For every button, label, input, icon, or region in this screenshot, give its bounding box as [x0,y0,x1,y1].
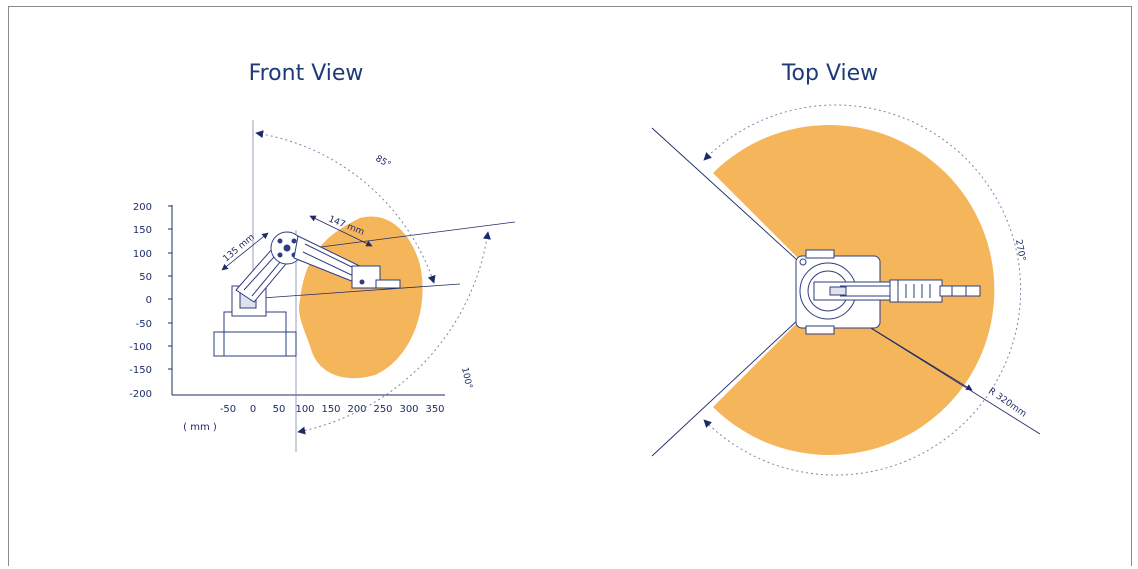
y-tick-label: 100 [133,249,152,260]
y-tick-label: -150 [129,365,152,376]
x-tick-label: 300 [399,404,418,415]
rear-arm-dimension-line [221,232,269,271]
x-tick-label: 50 [273,404,286,415]
lower-angle-label: 100° [459,367,473,390]
front-lower-angle-arc [297,231,491,435]
rear-arm-length-label: 135 mm [222,232,257,264]
robot-arm-top [795,249,981,335]
x-tick-label: 100 [295,404,314,415]
rotation-angle-label: 270° [1013,239,1027,262]
y-tick-label: 150 [133,225,152,236]
top-view-title: Top View [781,61,878,86]
unit-label: ( mm ) [183,422,217,433]
x-tick-label: 150 [321,404,340,415]
robot-end-effector [375,279,401,289]
x-tick-label: 250 [373,404,392,415]
x-tick-label: 350 [425,404,444,415]
x-tick-label: -50 [220,404,236,415]
top-view: Top View 270° R 320mm [651,61,1041,476]
x-tick-label: 0 [250,404,256,415]
upper-angle-label: 85° [374,154,393,171]
y-tick-label: -100 [129,342,152,353]
x-tick-label: 200 [347,404,366,415]
robot-arm-front [213,231,401,357]
front-view-title: Front View [249,61,364,86]
robot-base [213,331,297,357]
y-tick-label: -200 [129,389,152,400]
y-tick-label: -50 [136,319,152,330]
robot-top-arm [813,281,895,301]
robot-wrist [351,265,381,289]
robot-top-end-effector [939,285,981,297]
fore-arm-dimension-line [309,215,373,247]
top-rotation-arc [703,104,1022,476]
y-tick-label: 50 [139,272,152,283]
front-view: Front View 200 150 100 50 0 -50 -100 -15… [129,61,516,452]
radius-label: R 320mm [986,386,1028,419]
y-tick-label: 200 [133,202,152,213]
y-tick-label: 0 [146,295,152,306]
